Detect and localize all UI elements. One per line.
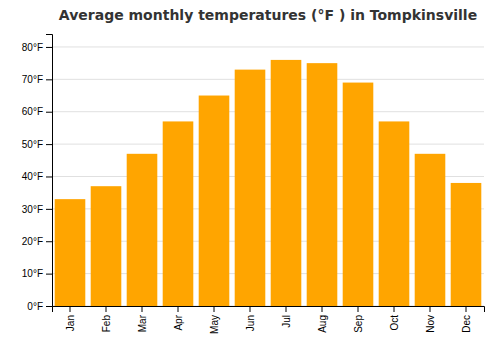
x-tick: Aug	[317, 306, 328, 333]
y-tick-label: 70°F	[22, 74, 43, 85]
x-tick-label: Feb	[101, 315, 112, 333]
y-tick-mark	[46, 176, 52, 177]
x-tick-mark	[142, 306, 143, 312]
bar	[235, 70, 266, 306]
y-tick-mark	[46, 47, 52, 48]
x-tick: Jun	[245, 306, 256, 331]
y-tick-label: 40°F	[22, 171, 43, 182]
x-tick-mark	[358, 306, 359, 312]
y-tick-label: 50°F	[22, 139, 43, 150]
x-tick: Sep	[353, 306, 364, 333]
bar	[55, 199, 86, 306]
plot: 0°F 10°F 20°F 30°F 40°F 50°F 60°F 70°F 80°F Jan Fe…	[22, 35, 485, 334]
bar	[199, 96, 230, 306]
grid-line	[52, 46, 484, 47]
x-tick: May	[209, 306, 220, 334]
bars	[55, 60, 482, 306]
x-tick-mark	[394, 306, 395, 312]
y-tick-label: 60°F	[22, 106, 43, 117]
x-tick-label: May	[209, 315, 220, 334]
y-tick-mark	[46, 112, 52, 113]
x-tick: Jul	[281, 306, 292, 328]
bar	[91, 186, 122, 306]
y-tick-label: 30°F	[22, 204, 43, 215]
x-tick: Dec	[461, 306, 472, 333]
x-tick-label: Apr	[173, 314, 184, 330]
x-tick-label: Nov	[425, 315, 436, 333]
y-tick-mark	[46, 274, 52, 275]
y-tick: 0°F	[27, 301, 52, 312]
x-tick: Apr	[173, 306, 184, 331]
x-tick-mark	[466, 306, 467, 312]
x-tick: Jan	[65, 306, 76, 331]
bar	[343, 83, 374, 306]
y-tick: 50°F	[22, 139, 52, 150]
y-tick: 60°F	[22, 106, 52, 117]
y-tick: 80°F	[22, 42, 52, 53]
y-tick: 20°F	[22, 236, 52, 247]
grid-line	[52, 144, 484, 145]
grid-line	[52, 111, 484, 112]
x-tick-mark	[178, 306, 179, 312]
bar	[163, 121, 194, 306]
x-axis-line	[53, 307, 485, 313]
x-tick-mark	[322, 306, 323, 312]
grid-line	[52, 79, 484, 80]
x-tick-label: Aug	[317, 315, 328, 333]
chart: Average monthly temperatures (°F ) in To…	[0, 0, 500, 350]
x-tick-label: Jul	[281, 315, 292, 328]
x-tick-label: Mar	[137, 314, 148, 332]
y-tick-mark	[46, 241, 52, 242]
y-tick: 30°F	[22, 204, 52, 215]
x-tick-mark	[214, 306, 215, 312]
x-tick-mark	[250, 306, 251, 312]
bar	[415, 154, 446, 306]
y-tick-mark	[46, 144, 52, 145]
x-tick-label: Jun	[245, 315, 256, 331]
bar	[271, 60, 302, 306]
bar	[379, 121, 410, 306]
x-tick: Feb	[101, 306, 112, 332]
y-tick: 70°F	[22, 74, 52, 85]
x-axis: Jan Feb Mar Apr May Jun Jul Aug Sep Oct Nov Dec	[53, 306, 485, 334]
x-tick-label: Sep	[353, 315, 364, 333]
x-tick: Oct	[389, 306, 400, 331]
bar	[451, 183, 482, 306]
x-tick-mark	[70, 306, 71, 312]
x-tick-label: Jan	[65, 315, 76, 331]
x-tick-mark	[430, 306, 431, 312]
y-tick-label: 80°F	[22, 42, 43, 53]
x-tick-mark	[286, 306, 287, 312]
y-tick-mark	[46, 306, 52, 307]
y-axis: 0°F 10°F 20°F 30°F 40°F 50°F 60°F 70°F 80°F	[22, 35, 53, 312]
x-tick-label: Dec	[461, 315, 472, 333]
grid	[52, 47, 484, 306]
title: Average monthly temperatures (°F ) in To…	[59, 7, 477, 23]
y-tick-mark	[46, 209, 52, 210]
x-tick: Mar	[137, 306, 148, 332]
y-tick: 40°F	[22, 171, 52, 182]
x-tick-mark	[106, 306, 107, 312]
y-tick: 10°F	[22, 268, 52, 279]
y-tick-mark	[46, 79, 52, 80]
bar	[127, 154, 158, 306]
y-tick-label: 10°F	[22, 268, 43, 279]
x-tick-label: Oct	[389, 315, 400, 331]
y-axis-line	[46, 35, 53, 307]
x-tick: Nov	[425, 306, 436, 333]
y-tick-label: 0°F	[27, 301, 43, 312]
bar	[307, 63, 338, 306]
y-tick-label: 20°F	[22, 236, 43, 247]
